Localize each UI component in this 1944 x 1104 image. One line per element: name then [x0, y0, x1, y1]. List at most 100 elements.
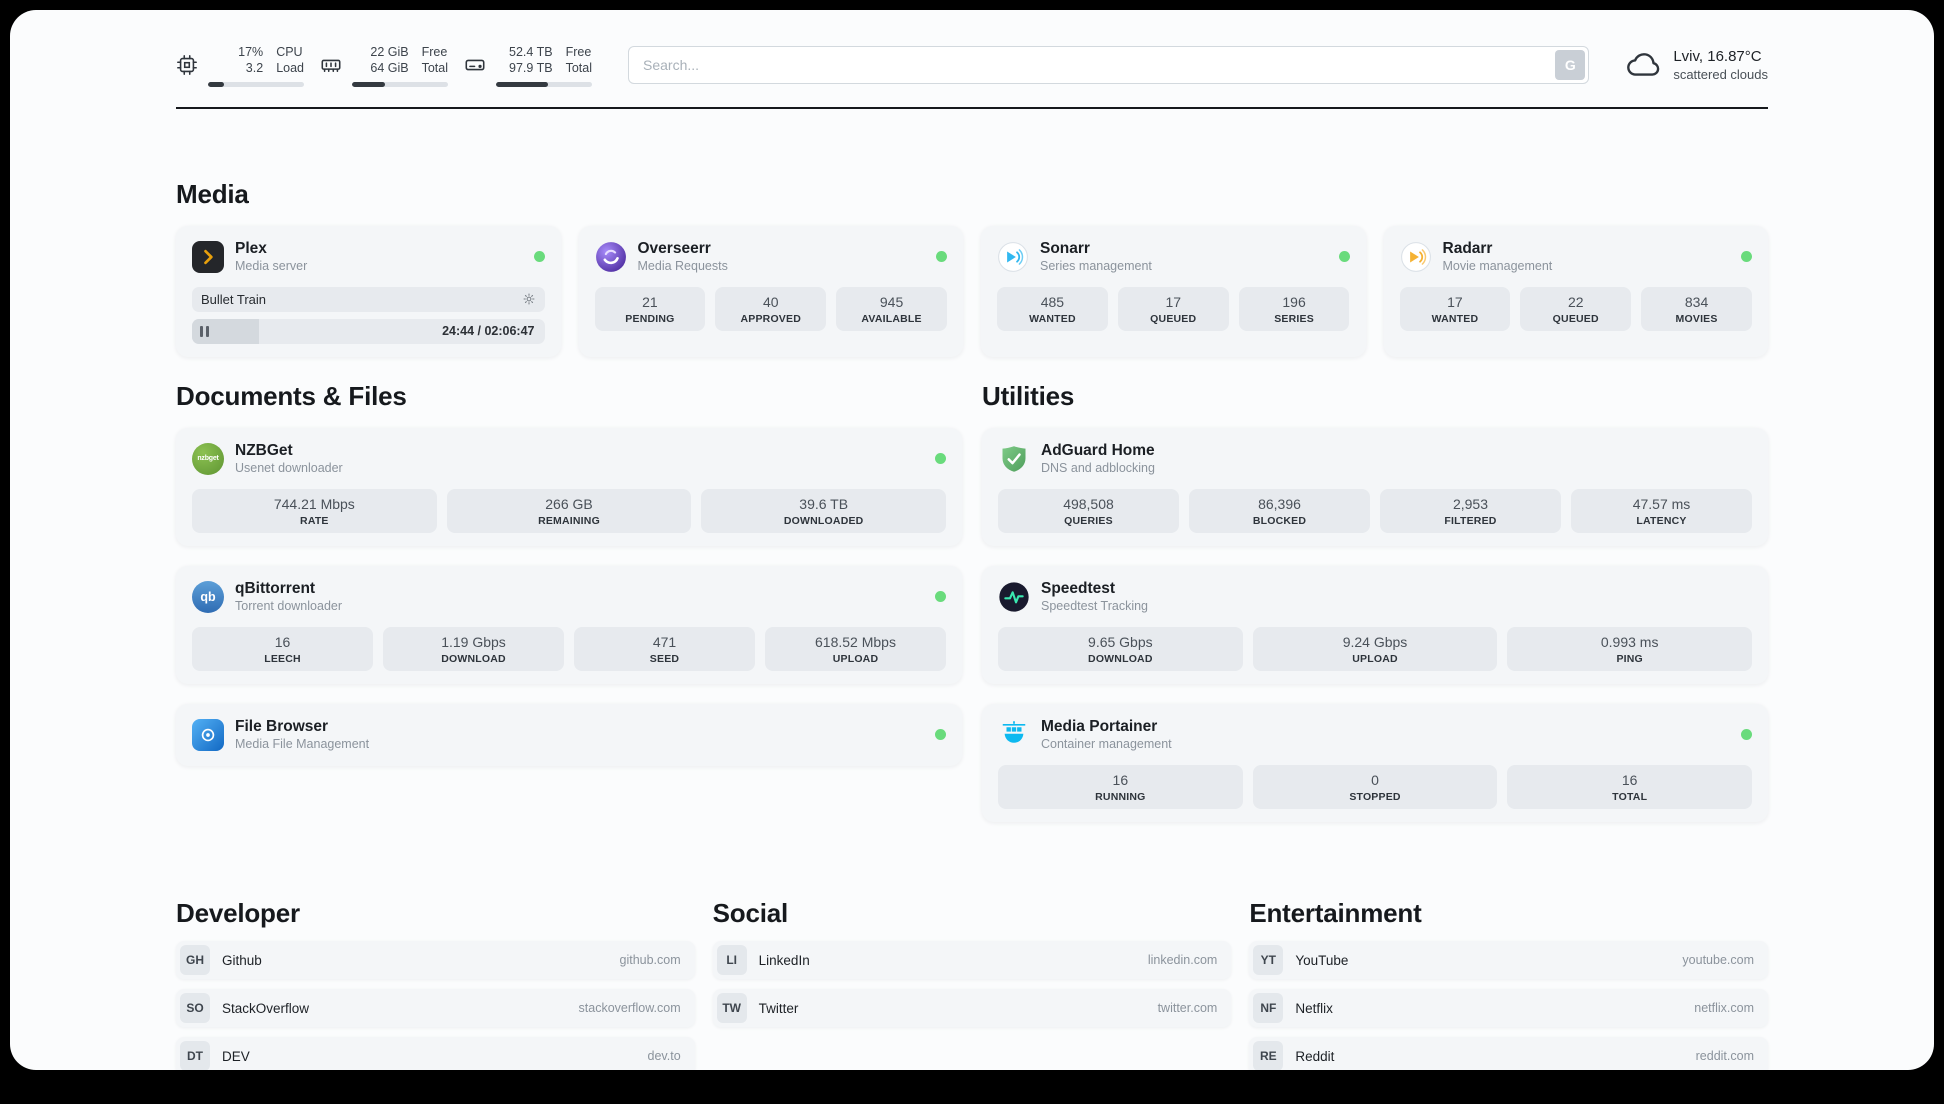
section-heading-documents: Documents & Files	[176, 380, 407, 411]
status-dot	[1338, 251, 1350, 262]
bookmark-abbr: NF	[1253, 993, 1284, 1024]
app-subtitle: Torrent downloader	[235, 599, 343, 614]
app-name: NZBGet	[235, 441, 293, 459]
bookmark-abbr: GH	[180, 945, 210, 976]
section-heading-entertainment: Entertainment	[1249, 898, 1422, 929]
header-divider	[176, 106, 1768, 109]
stat-chip: 618.52 Mbps UPLOAD	[765, 626, 946, 671]
stat-chip: 0.993 ms PING	[1507, 626, 1753, 671]
cpu-load-label: Load	[276, 61, 304, 76]
section-media: Media Plex Media server	[176, 179, 1768, 357]
bookmark-dev[interactable]: DT DEV dev.to	[176, 1037, 695, 1070]
ram-total-value: 64 GiB	[370, 61, 409, 76]
status-dot	[533, 251, 545, 262]
status-dot	[935, 453, 946, 464]
portainer-icon	[998, 719, 1030, 751]
search-bar: G	[628, 46, 1590, 85]
stat-chip: 0 STOPPED	[1252, 764, 1498, 810]
bookmark-twitter[interactable]: TW Twitter twitter.com	[712, 989, 1232, 1028]
bookmark-reddit[interactable]: RE Reddit reddit.com	[1249, 1037, 1768, 1070]
bookmark-abbr: YT	[1253, 945, 1284, 976]
pause-icon[interactable]	[200, 325, 209, 337]
stat-label: DOWNLOAD	[441, 652, 506, 665]
ram-progress-fill	[352, 81, 385, 87]
bookmark-abbr: SO	[180, 993, 210, 1024]
app-name: Radarr	[1442, 239, 1493, 257]
now-playing-title: Bullet Train	[201, 291, 267, 307]
cpu-label: CPU	[276, 45, 303, 59]
adguard-icon	[998, 443, 1030, 475]
search-input[interactable]	[628, 46, 1590, 85]
app-card-sonarr[interactable]: Sonarr Series management 485 WANTED 17 Q…	[981, 225, 1366, 357]
filebrowser-icon	[192, 718, 224, 751]
app-card-plex[interactable]: Plex Media server Bullet Train	[176, 225, 561, 357]
app-card-nzbget[interactable]: nzbget NZBGet Usenet downloader 744.21 M…	[176, 427, 962, 546]
bookmark-name: Twitter	[758, 1000, 799, 1016]
stat-label: SERIES	[1274, 312, 1314, 325]
cloud-icon	[1625, 46, 1663, 84]
stat-chip: 22 QUEUED	[1520, 286, 1632, 331]
stat-chip: 266 GB REMAINING	[446, 488, 692, 533]
app-card-qbittorrent[interactable]: qb qBittorrent Torrent downloader 16 LEE…	[176, 565, 962, 684]
section-heading-media: Media	[176, 178, 249, 209]
stat-value: 945	[879, 293, 904, 310]
bookmark-name: DEV	[222, 1048, 250, 1064]
stat-chip: 471 SEED	[574, 626, 755, 671]
bookmark-url: twitter.com	[1157, 1001, 1218, 1016]
app-card-adguard[interactable]: AdGuard Home DNS and adblocking 498,508 …	[982, 427, 1768, 546]
bookmark-name: LinkedIn	[758, 952, 810, 968]
stat-value: 9.24 Gbps	[1342, 633, 1408, 650]
stat-label: DOWNLOADED	[783, 514, 864, 527]
stat-value: 471	[652, 633, 677, 650]
stat-label: UPLOAD	[1352, 652, 1398, 665]
stat-value: 266 GB	[545, 495, 593, 512]
status-dot	[936, 251, 947, 262]
stat-label: WANTED	[1431, 312, 1479, 325]
section-heading-developer: Developer	[176, 898, 300, 929]
bookmark-github[interactable]: GH Github github.com	[176, 941, 695, 980]
weather-condition: scattered clouds	[1673, 66, 1768, 82]
bookmark-url: netflix.com	[1694, 1001, 1754, 1016]
stat-value: 22	[1567, 293, 1584, 310]
stat-label: QUEUED	[1150, 312, 1197, 325]
nzbget-icon: nzbget	[192, 442, 224, 475]
stat-value: 485	[1040, 293, 1065, 310]
bookmark-youtube[interactable]: YT YouTube youtube.com	[1249, 941, 1768, 980]
stat-chip: 196 SERIES	[1238, 286, 1350, 331]
bookmark-stackoverflow[interactable]: SO StackOverflow stackoverflow.com	[176, 989, 695, 1028]
stat-label: WANTED	[1029, 312, 1076, 325]
search-engine-button[interactable]: G	[1555, 50, 1586, 81]
bookmark-netflix[interactable]: NF Netflix netflix.com	[1249, 989, 1768, 1028]
stat-label: STOPPED	[1349, 791, 1401, 804]
stat-label: QUEUED	[1552, 312, 1599, 325]
stat-label: QUERIES	[1064, 514, 1113, 527]
gear-icon[interactable]	[522, 292, 536, 306]
status-dot	[1741, 729, 1752, 741]
stat-value: 40	[762, 293, 779, 310]
bookmark-linkedin[interactable]: LI LinkedIn linkedin.com	[712, 941, 1232, 980]
disk-total-label: Total	[565, 61, 592, 76]
bookmark-abbr: RE	[1253, 1041, 1284, 1070]
app-card-portainer[interactable]: Media Portainer Container management 16 …	[982, 703, 1768, 823]
app-name: Overseerr	[637, 239, 711, 257]
app-card-overseerr[interactable]: Overseerr Media Requests 21 PENDING 40 A…	[578, 225, 963, 357]
app-card-radarr[interactable]: Radarr Movie management 17 WANTED 22 QUE…	[1383, 225, 1768, 357]
stat-label: MOVIES	[1675, 312, 1718, 325]
stat-label: PING	[1616, 652, 1643, 665]
status-dot	[1741, 251, 1752, 262]
status-dot	[935, 591, 946, 603]
stat-chip: 744.21 Mbps RATE	[192, 488, 437, 533]
app-name: Media Portainer	[1041, 717, 1158, 735]
stat-value: 21	[642, 293, 658, 310]
bookmark-url: stackoverflow.com	[578, 1001, 681, 1016]
stat-value: 16	[1621, 771, 1638, 788]
stat-chip: 945 AVAILABLE	[836, 286, 947, 331]
bookmark-url: dev.to	[647, 1049, 681, 1064]
app-card-speedtest[interactable]: Speedtest Speedtest Tracking 9.65 Gbps D…	[982, 565, 1768, 684]
playback-progress-bar[interactable]: 24:44 / 02:06:47	[192, 318, 545, 344]
app-subtitle: Container management	[1041, 737, 1172, 752]
stat-label: RUNNING	[1095, 791, 1146, 804]
app-card-filebrowser[interactable]: File Browser Media File Management	[176, 703, 962, 766]
app-subtitle: Media File Management	[235, 737, 370, 752]
dashboard-page: 17% 3.2 CPU Load	[10, 10, 1934, 1070]
